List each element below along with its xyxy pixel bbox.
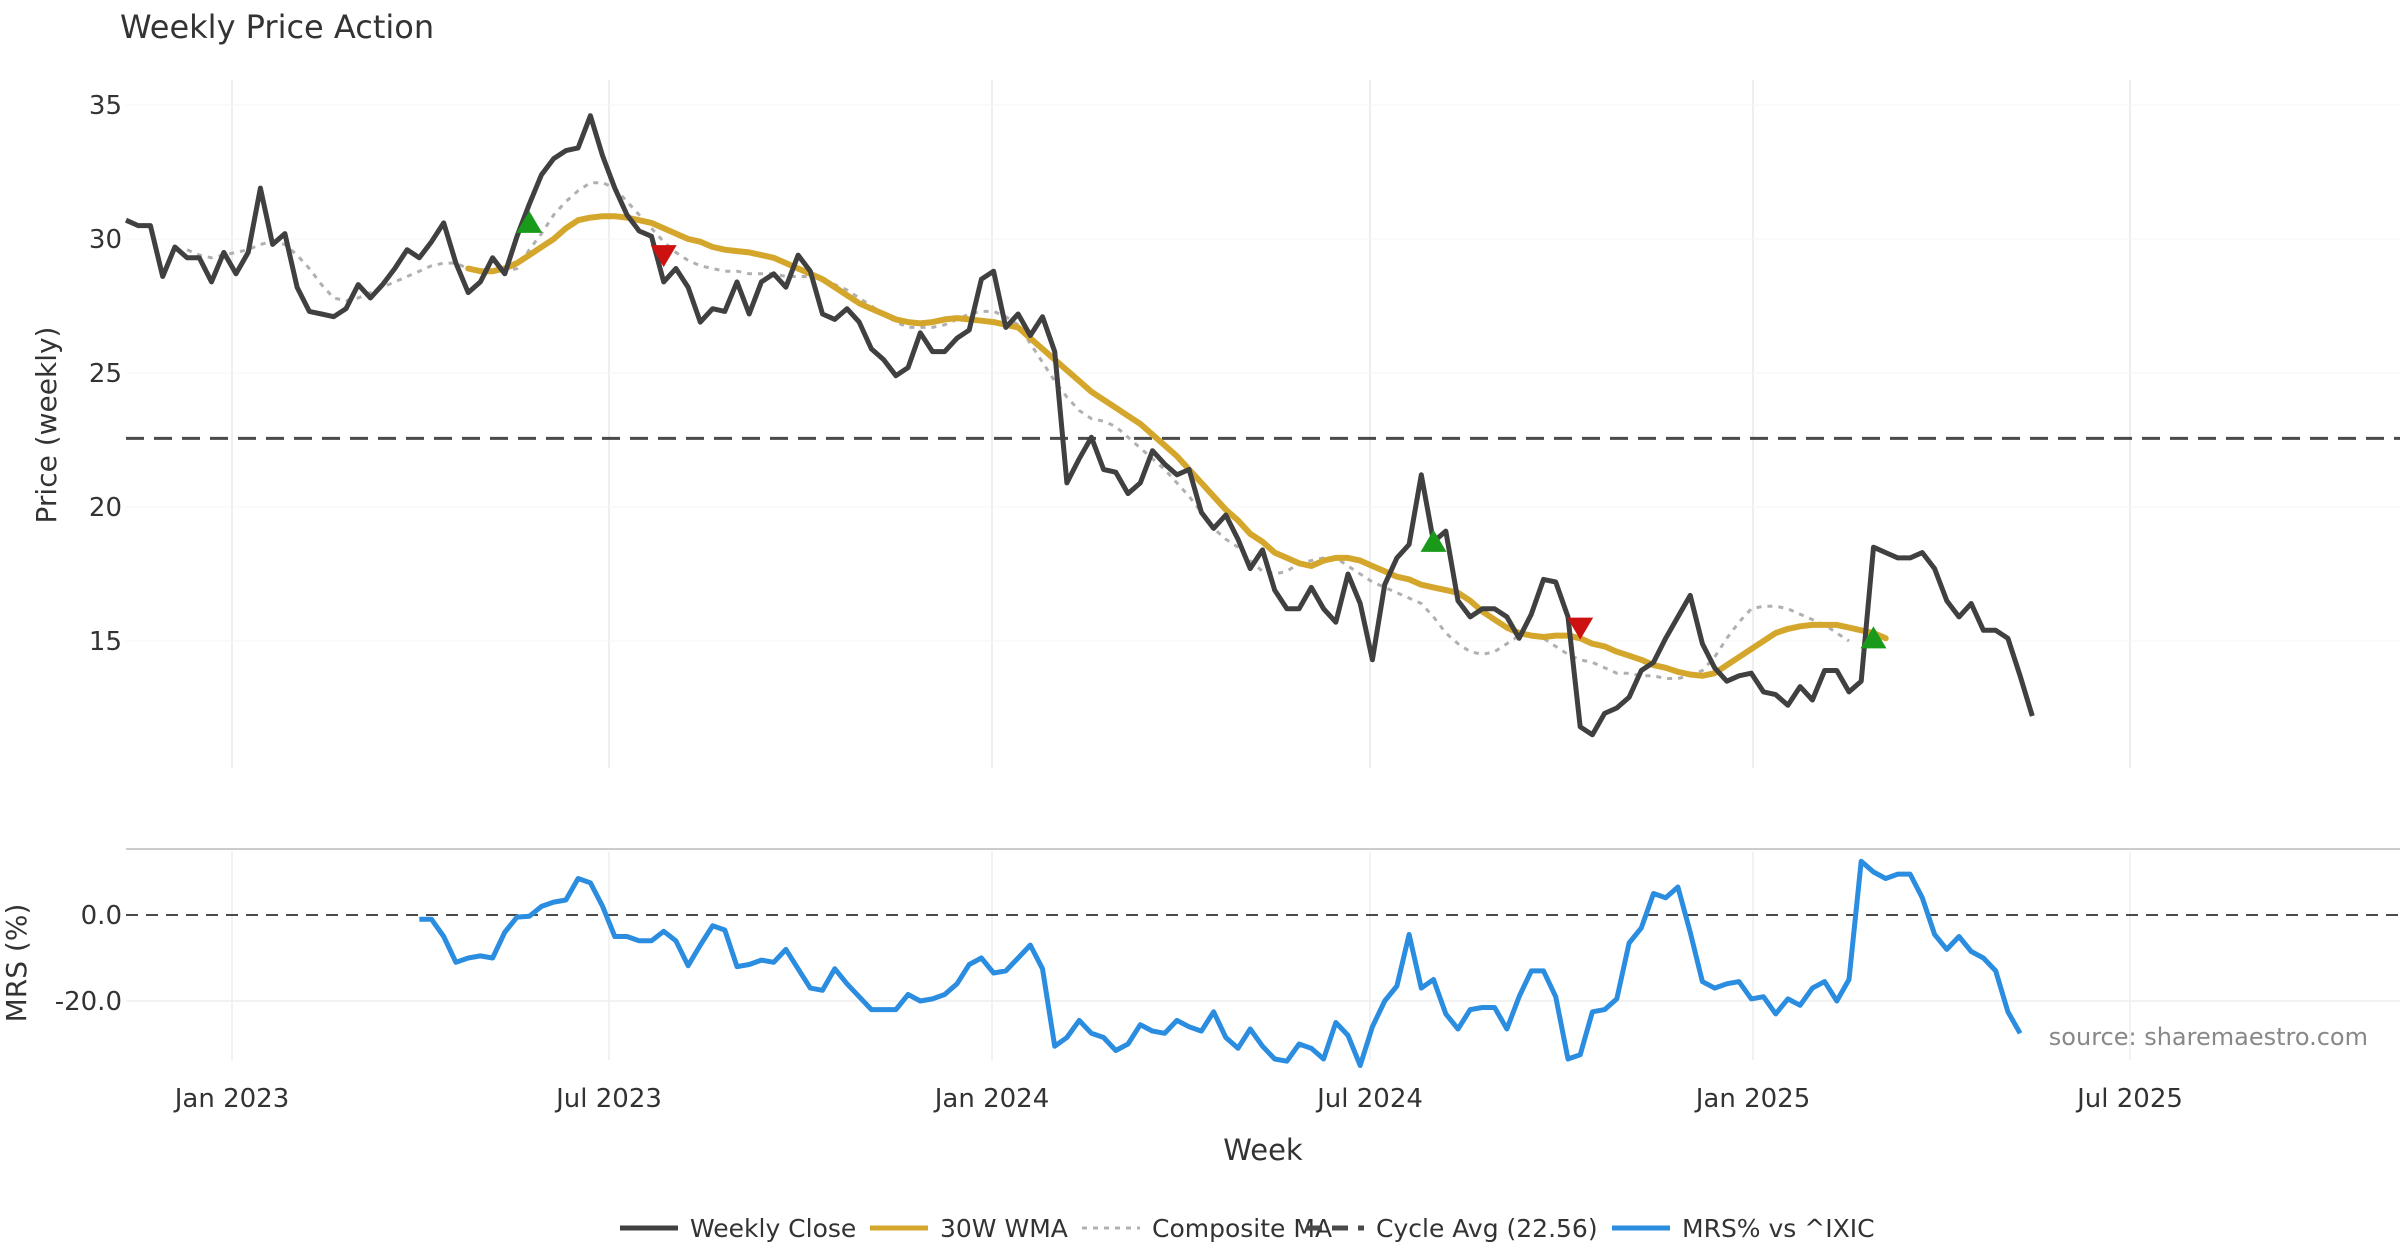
buy-marker bbox=[1860, 626, 1887, 649]
chart-title: Weekly Price Action bbox=[120, 8, 434, 46]
x-tick-labels: Jan 2023 Jul 2023 Jan 2024 Jul 2024 Jan 2025… bbox=[173, 1084, 2183, 1114]
grid-lines bbox=[126, 80, 2400, 1060]
legend-label: Composite MA bbox=[1152, 1214, 1332, 1243]
legend-label: MRS% vs ^IXIC bbox=[1682, 1214, 1875, 1243]
x-tick: Jan 2025 bbox=[1694, 1084, 1811, 1114]
mrs-y-axis-label: MRS (%) bbox=[0, 904, 33, 1023]
price-y-tick: 25 bbox=[89, 359, 122, 389]
price-y-tick: 35 bbox=[89, 91, 122, 121]
mrs-y-tick: -20.0 bbox=[55, 987, 122, 1017]
price-y-axis-label: Price (weekly) bbox=[30, 327, 63, 524]
x-tick: Jan 2023 bbox=[173, 1084, 290, 1114]
price-y-tick: 20 bbox=[89, 493, 122, 523]
x-tick: Jul 2024 bbox=[1315, 1084, 1423, 1114]
buy-marker bbox=[516, 210, 543, 233]
x-tick: Jul 2023 bbox=[554, 1084, 662, 1114]
weekly-close-line bbox=[124, 113, 2035, 738]
legend-label: 30W WMA bbox=[940, 1214, 1068, 1243]
x-tick: Jan 2024 bbox=[933, 1084, 1050, 1114]
x-tick: Jul 2025 bbox=[2075, 1084, 2183, 1114]
y-tick-labels: 15 20 25 30 35 0.0 -20.0 bbox=[55, 91, 122, 1017]
source-note: source: sharemaestro.com bbox=[2049, 1023, 2368, 1051]
mrs-line bbox=[419, 858, 2023, 1068]
legend-label: Weekly Close bbox=[690, 1214, 856, 1243]
price-y-tick: 30 bbox=[89, 225, 122, 255]
composite-ma-line bbox=[186, 181, 1850, 680]
legend-label: Cycle Avg (22.56) bbox=[1376, 1214, 1598, 1243]
price-y-tick: 15 bbox=[89, 627, 122, 657]
x-axis-label: Week bbox=[1223, 1133, 1303, 1167]
sell-marker bbox=[650, 245, 677, 268]
legend: Weekly Close 30W WMA Composite MA Cycle Avg… bbox=[620, 1214, 1875, 1243]
buy-marker bbox=[1420, 529, 1447, 552]
wma-30w-line bbox=[465, 213, 1889, 679]
signal-markers bbox=[516, 210, 1887, 649]
sell-marker bbox=[1567, 617, 1594, 640]
mrs-y-tick: 0.0 bbox=[81, 901, 122, 931]
